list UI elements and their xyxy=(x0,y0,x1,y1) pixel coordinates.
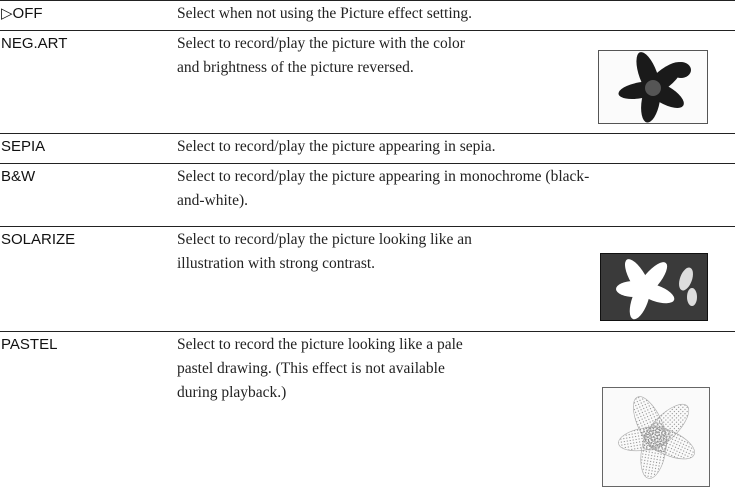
row-label: ▷OFF xyxy=(1,5,43,22)
description-line: during playback.) xyxy=(177,384,287,401)
row-description: Select when not using the Picture effect… xyxy=(177,2,472,26)
row-label: SEPIA xyxy=(1,138,46,155)
neg-art-image xyxy=(598,50,708,124)
row-divider xyxy=(0,163,735,164)
row-description: Select to record/play the picture with t… xyxy=(177,32,465,80)
row-label: PASTEL xyxy=(1,336,58,353)
row-description: Select to record/play the picture lookin… xyxy=(177,228,472,276)
row-label: SOLARIZE xyxy=(1,231,76,248)
description-line: pastel drawing. (This effect is not avai… xyxy=(177,360,445,377)
row-description: Select to record/play the picture appear… xyxy=(177,165,589,213)
row-description: Select to record/play the picture appear… xyxy=(177,135,495,159)
row-description: Select to record the picture looking lik… xyxy=(177,333,463,405)
description-line: Select to record/play the picture appear… xyxy=(177,138,496,155)
description-line: Select to record the picture looking lik… xyxy=(177,336,463,353)
description-line: Select to record/play the picture appear… xyxy=(177,168,590,185)
row-divider xyxy=(0,133,735,134)
row-divider xyxy=(0,30,735,31)
pastel-image xyxy=(602,387,710,487)
row-label: B&W xyxy=(1,168,36,185)
solarize-image xyxy=(600,253,708,321)
description-line: Select when not using the Picture effect… xyxy=(177,5,472,22)
description-line: and brightness of the picture reversed. xyxy=(177,59,414,76)
row-divider xyxy=(0,331,735,332)
row-divider xyxy=(0,226,735,227)
description-line: Select to record/play the picture lookin… xyxy=(177,231,472,248)
description-line: Select to record/play the picture with t… xyxy=(177,35,465,52)
description-line: illustration with strong contrast. xyxy=(177,255,376,272)
row-divider xyxy=(0,0,735,1)
description-line: and-white). xyxy=(177,192,249,209)
row-label: NEG.ART xyxy=(1,35,68,52)
